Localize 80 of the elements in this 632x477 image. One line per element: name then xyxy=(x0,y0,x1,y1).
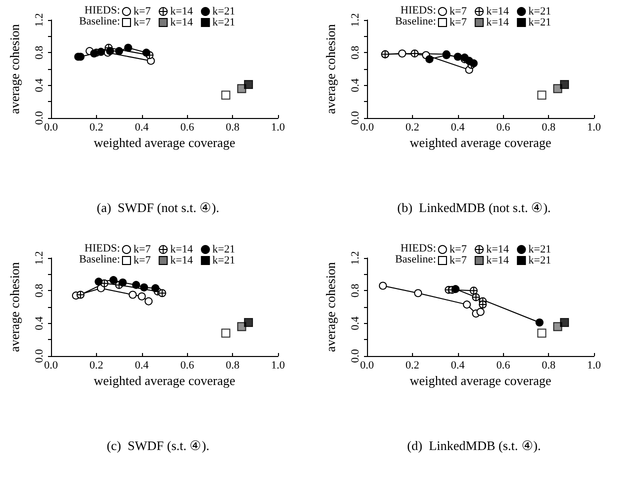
annotation: Baseline: xyxy=(395,254,436,266)
x-tick-label: 0.2 xyxy=(406,360,420,372)
legend-label: k=14 xyxy=(486,254,510,266)
y-tick-label: 1.2 xyxy=(34,251,46,265)
x-tick-label: 0.0 xyxy=(44,360,58,372)
x-tick-label: 0.6 xyxy=(496,122,511,134)
text: HIEDS: xyxy=(400,4,436,16)
x-tick-label: 0.2 xyxy=(90,122,104,134)
x-tick-label: 0.0 xyxy=(360,360,374,372)
x-tick-label: 0.4 xyxy=(450,122,466,134)
y-tick-label: 0.4 xyxy=(350,78,362,92)
y-tick-label: 1.2 xyxy=(34,13,46,27)
y-tick-label: 0.8 xyxy=(34,45,46,60)
text: HIEDS: xyxy=(400,242,436,254)
text: (c) SWDF (s.t. ④). xyxy=(106,438,210,453)
legend-label: k=7 xyxy=(134,244,152,256)
y-tick-label: 1.2 xyxy=(350,251,362,265)
x-tick-label: 1.0 xyxy=(271,122,286,134)
text: (a) SWDF (not s.t. ④). xyxy=(96,200,220,215)
x-tick-label: 0.8 xyxy=(542,122,556,134)
text: (b) LinkedMDB (not s.t. ④). xyxy=(397,200,551,215)
legend-label: k=7 xyxy=(450,6,468,18)
x-tick-label: 0.0 xyxy=(360,122,374,134)
legend-label: k=7 xyxy=(450,16,468,28)
y-tick-label: 0.4 xyxy=(350,316,362,330)
legend-label: k=14 xyxy=(486,16,510,28)
legend-label: k=21 xyxy=(528,254,552,266)
y-tick-label: 0.8 xyxy=(350,45,362,60)
annotation: Baseline: xyxy=(79,16,120,28)
x-tick-label: 0.6 xyxy=(496,360,511,372)
x-tick-label: 0.4 xyxy=(134,360,150,372)
x-tick-label: 0.8 xyxy=(226,122,240,134)
x-tick-label: 0.2 xyxy=(406,122,420,134)
text: (d) LinkedMDB (s.t. ④). xyxy=(407,438,541,453)
legend-label: k=14 xyxy=(170,254,194,266)
legend-label: k=21 xyxy=(528,16,552,28)
legend-label: k=7 xyxy=(134,254,152,266)
legend-label: k=7 xyxy=(450,254,468,266)
x-tick-label: 1.0 xyxy=(587,360,602,372)
legend-label: k=14 xyxy=(170,244,194,256)
annotation: Baseline: xyxy=(79,254,120,266)
x-tick-label: 1.0 xyxy=(587,122,602,134)
x-tick-label: 0.8 xyxy=(542,360,556,372)
x-axis-title: weighted average coverage xyxy=(410,373,552,388)
x-axis-title: weighted average coverage xyxy=(410,135,552,150)
y-axis-title: average cohesion xyxy=(7,24,22,114)
legend-label: k=21 xyxy=(212,254,236,266)
legend-label: k=7 xyxy=(134,6,152,18)
legend-label: k=21 xyxy=(528,6,552,18)
y-tick-label: 0.4 xyxy=(34,78,46,92)
y-tick-label: 1.2 xyxy=(350,13,362,27)
x-tick-label: 0.6 xyxy=(180,360,195,372)
x-tick-label: 0.8 xyxy=(226,360,240,372)
y-axis-title: average cohesion xyxy=(323,24,338,114)
text: HIEDS: xyxy=(84,242,120,254)
legend-label: k=21 xyxy=(212,6,236,18)
legend-label: k=7 xyxy=(134,16,152,28)
legend-label: k=14 xyxy=(486,244,510,256)
y-axis-title: average cohesion xyxy=(7,262,22,352)
text: HIEDS: xyxy=(84,4,120,16)
x-tick-label: 1.0 xyxy=(271,360,286,372)
legend-label: k=14 xyxy=(170,6,194,18)
y-tick-label: 0.4 xyxy=(34,316,46,330)
y-axis-title: average cohesion xyxy=(323,262,338,352)
y-tick-label: 0.8 xyxy=(34,283,46,298)
x-tick-label: 0.0 xyxy=(44,122,58,134)
x-axis-title: weighted average coverage xyxy=(94,135,236,150)
legend-label: k=7 xyxy=(450,244,468,256)
y-tick-label: 0.8 xyxy=(350,283,362,298)
annotation: Baseline: xyxy=(395,16,436,28)
legend-label: k=21 xyxy=(528,244,552,256)
x-tick-label: 0.4 xyxy=(134,122,150,134)
x-tick-label: 0.6 xyxy=(180,122,195,134)
legend-label: k=21 xyxy=(212,16,236,28)
legend-label: k=14 xyxy=(486,6,510,18)
x-axis-title: weighted average coverage xyxy=(94,373,236,388)
x-tick-label: 0.4 xyxy=(450,360,466,372)
legend-label: k=21 xyxy=(212,244,236,256)
legend-label: k=14 xyxy=(170,16,194,28)
x-tick-label: 0.2 xyxy=(90,360,104,372)
